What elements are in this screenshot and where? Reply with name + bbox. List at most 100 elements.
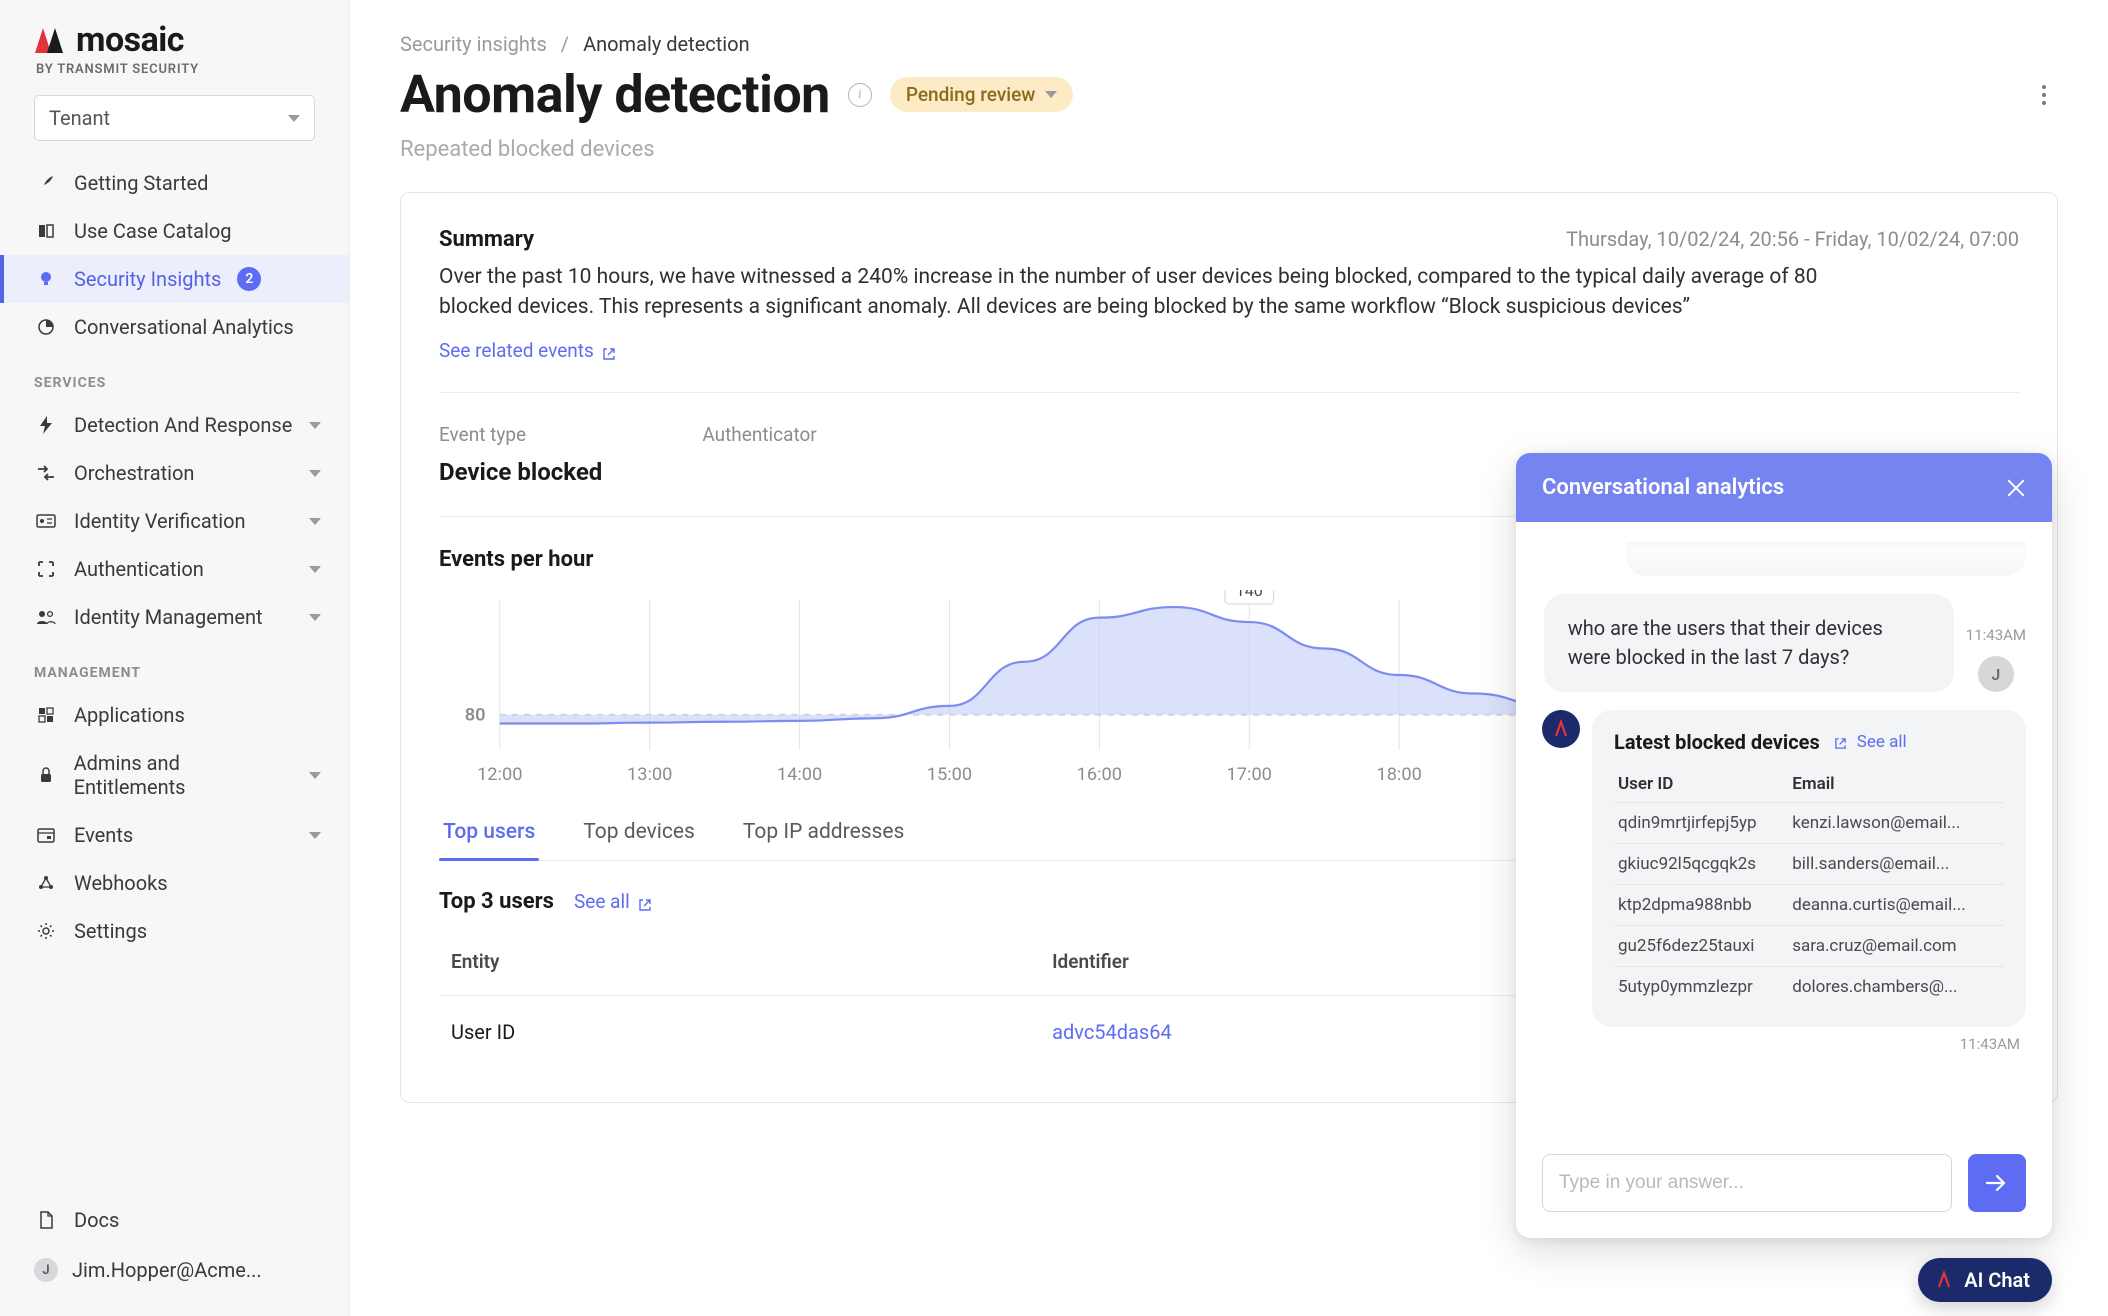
topbar: Security insights / Anomaly detection An… xyxy=(350,0,2108,172)
cell-user-id: 5utyp0ymmzlezpr xyxy=(1614,967,1788,1008)
chat-message-user: who are the users that their devices wer… xyxy=(1542,594,2026,692)
sidebar-item-authentication[interactable]: Authentication xyxy=(0,545,349,593)
ai-chat-label: AI Chat xyxy=(1964,1268,2030,1292)
chevron-down-icon xyxy=(309,422,321,429)
cell-entity: User ID xyxy=(439,995,1040,1068)
sidebar-item-orchestration[interactable]: Orchestration xyxy=(0,449,349,497)
sidebar-item-getting-started[interactable]: Getting Started xyxy=(0,159,349,207)
svg-text:140: 140 xyxy=(1236,590,1263,600)
sidebar-user-account[interactable]: J Jim.Hopper@Acme... xyxy=(0,1244,349,1296)
chevron-down-icon xyxy=(1045,91,1057,98)
ai-chat-icon xyxy=(1934,1270,1954,1290)
table-row[interactable]: qdin9mrtjirfepj5ypkenzi.lawson@email... xyxy=(1614,803,2004,844)
gear-icon xyxy=(34,919,58,943)
chat-input[interactable] xyxy=(1542,1154,1952,1212)
col-user-id: User ID xyxy=(1614,766,1788,803)
chevron-down-icon xyxy=(288,115,300,122)
table-row[interactable]: 5utyp0ymmzlezprdolores.chambers@... xyxy=(1614,967,2004,1008)
sidebar-item-label: Detection And Response xyxy=(74,413,292,437)
user-avatar-icon: J xyxy=(34,1258,58,1282)
close-icon[interactable] xyxy=(2006,478,2026,498)
sidebar-item-label: Docs xyxy=(74,1208,119,1232)
svg-text:80: 80 xyxy=(465,705,486,726)
svg-text:13:00: 13:00 xyxy=(627,764,672,785)
tab-top-ip[interactable]: Top IP addresses xyxy=(739,810,908,860)
see-related-events-link[interactable]: See related events xyxy=(439,339,617,362)
tab-top-devices[interactable]: Top devices xyxy=(579,810,699,860)
sidebar-item-webhooks[interactable]: Webhooks xyxy=(0,859,349,907)
sidebar-item-label: Applications xyxy=(74,703,185,727)
col-entity: Entity xyxy=(439,928,1040,996)
user-avatar-icon: J xyxy=(1978,656,2014,692)
bolt-icon xyxy=(34,413,58,437)
sidebar-item-label: Security Insights xyxy=(74,267,221,291)
cell-email: kenzi.lawson@email... xyxy=(1788,803,2004,844)
chevron-down-icon xyxy=(309,566,321,573)
sidebar-item-label: Webhooks xyxy=(74,871,168,895)
external-link-icon xyxy=(602,343,617,358)
breadcrumb-sep: / xyxy=(561,32,569,56)
see-all-blocked-link[interactable]: See all xyxy=(1834,732,1907,752)
tenant-label: Tenant xyxy=(49,106,110,130)
page-title: Anomaly detection xyxy=(400,64,830,125)
table-row[interactable]: gkiuc92l5qcgqk2sbill.sanders@email... xyxy=(1614,844,2004,885)
brand-block: mosaic BY TRANSMIT SECURITY xyxy=(0,20,349,95)
info-icon[interactable]: i xyxy=(848,83,872,107)
nav-badge: 2 xyxy=(237,267,261,291)
chat-body: who are the users that their devices wer… xyxy=(1516,522,2052,1136)
sidebar-item-identity-management[interactable]: Identity Management xyxy=(0,593,349,641)
see-all-users-link[interactable]: See all xyxy=(574,890,653,913)
event-type-value: Device blocked xyxy=(439,458,602,486)
cell-email: sara.cruz@email.com xyxy=(1788,926,2004,967)
tenant-select[interactable]: Tenant xyxy=(34,95,315,141)
sidebar-item-label: Getting Started xyxy=(74,171,208,195)
sidebar-item-conversational-analytics[interactable]: Conversational Analytics xyxy=(0,303,349,351)
ai-chat-pill[interactable]: AI Chat xyxy=(1918,1258,2052,1302)
idcard-icon xyxy=(34,509,58,533)
send-button[interactable] xyxy=(1968,1154,2026,1212)
cell-email: dolores.chambers@... xyxy=(1788,967,2004,1008)
bracket-icon xyxy=(34,557,58,581)
chat-footer xyxy=(1516,1136,2052,1238)
sidebar-item-label: Admins and Entitlements xyxy=(74,751,293,799)
cell-email: deanna.curtis@email... xyxy=(1788,885,2004,926)
sidebar-item-applications[interactable]: Applications xyxy=(0,691,349,739)
sidebar-item-detection-response[interactable]: Detection And Response xyxy=(0,401,349,449)
calendar-icon xyxy=(34,823,58,847)
breadcrumb-current: Anomaly detection xyxy=(583,32,750,56)
people-icon xyxy=(34,605,58,629)
table-row[interactable]: gu25f6dez25tauxisara.cruz@email.com xyxy=(1614,926,2004,967)
sidebar-item-security-insights[interactable]: Security Insights 2 xyxy=(0,255,349,303)
section-label-services: SERVICES xyxy=(0,351,349,401)
tab-top-users[interactable]: Top users xyxy=(439,810,539,860)
table-row[interactable]: ktp2dpma988nbbdeanna.curtis@email... xyxy=(1614,885,2004,926)
brand-name: mosaic xyxy=(76,20,184,60)
breadcrumb: Security insights / Anomaly detection xyxy=(400,32,2058,56)
bot-response-block: Latest blocked devices See all User ID E… xyxy=(1592,710,2026,1027)
blocked-devices-table: User ID Email qdin9mrtjirfepj5ypkenzi.la… xyxy=(1614,766,2004,1007)
svg-text:12:00: 12:00 xyxy=(477,764,522,785)
sidebar-item-events[interactable]: Events xyxy=(0,811,349,859)
more-menu-button[interactable] xyxy=(2030,81,2058,109)
bulb-icon xyxy=(34,267,58,291)
svg-text:14:00: 14:00 xyxy=(777,764,822,785)
brand-mark-icon xyxy=(34,26,68,54)
chevron-down-icon xyxy=(309,832,321,839)
svg-text:18:00: 18:00 xyxy=(1376,764,1421,785)
rocket-icon xyxy=(34,171,58,195)
breadcrumb-root[interactable]: Security insights xyxy=(400,32,547,56)
sidebar-item-settings[interactable]: Settings xyxy=(0,907,349,955)
chat-timestamp: 11:43AM xyxy=(1592,1035,2026,1053)
svg-text:16:00: 16:00 xyxy=(1077,764,1122,785)
sidebar-item-admins-entitlements[interactable]: Admins and Entitlements xyxy=(0,739,349,811)
sidebar-item-use-case-catalog[interactable]: Use Case Catalog xyxy=(0,207,349,255)
sidebar-item-identity-verification[interactable]: Identity Verification xyxy=(0,497,349,545)
divider xyxy=(439,392,2019,393)
lock-icon xyxy=(34,763,58,787)
link-label: See related events xyxy=(439,339,594,362)
services-nav: Detection And Response Orchestration Ide… xyxy=(0,401,349,641)
status-select[interactable]: Pending review xyxy=(890,77,1074,112)
sidebar-item-label: Identity Verification xyxy=(74,509,246,533)
cell-user-id: ktp2dpma988nbb xyxy=(1614,885,1788,926)
sidebar-item-docs[interactable]: Docs xyxy=(0,1196,349,1244)
